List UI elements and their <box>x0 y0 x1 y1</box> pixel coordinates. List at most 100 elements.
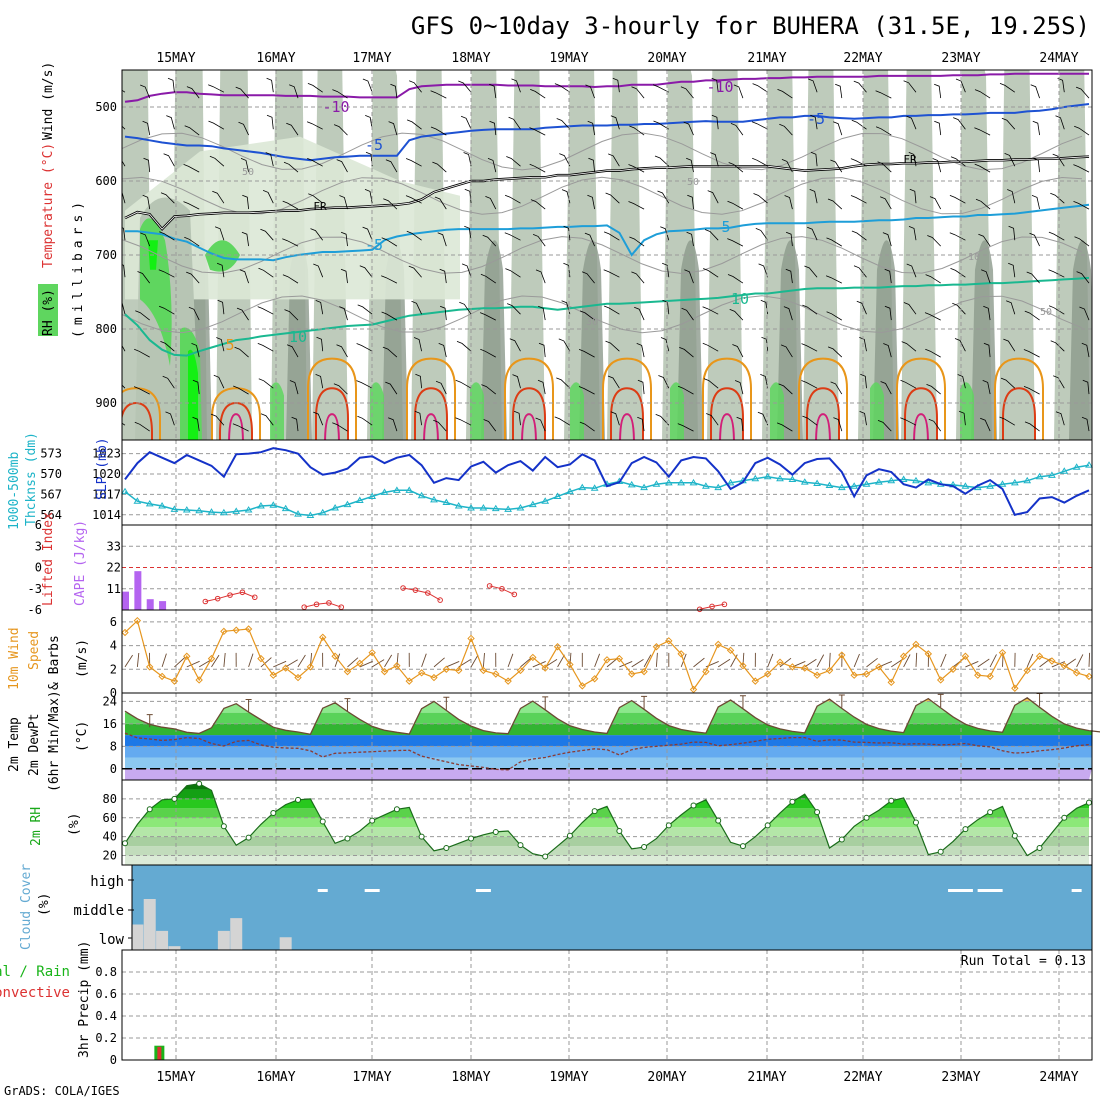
thickness-point <box>467 504 475 511</box>
wind-barb <box>167 77 175 93</box>
rh2m-panel: 20 40 60 80 <box>103 779 1093 866</box>
lifted-index-point <box>202 598 209 605</box>
wind10-point <box>912 640 920 649</box>
wind-barb <box>240 158 249 173</box>
wind-barb <box>142 194 151 210</box>
thickness-point <box>887 476 896 484</box>
wind-barb <box>165 411 175 426</box>
wind10-barb <box>977 658 990 668</box>
wind-barb <box>851 230 867 241</box>
wind10-point <box>838 651 846 659</box>
wind10-point <box>862 670 871 678</box>
temp-maxmin-whisker <box>641 695 648 709</box>
wind-barb <box>875 126 892 136</box>
wind-barb <box>579 310 595 321</box>
thickness-point <box>491 504 500 512</box>
cloud-middle-label: middle <box>73 903 124 919</box>
wind-barb <box>183 164 200 173</box>
y-tick-label: 570 <box>40 467 62 481</box>
y-tick-label: 6 <box>110 615 117 629</box>
panel-frame <box>121 439 1093 526</box>
thickness-point <box>380 488 389 495</box>
wind-barb <box>901 341 917 352</box>
isotherm-25 <box>815 413 831 440</box>
wind-barb <box>875 90 892 99</box>
wind10-point <box>1011 684 1019 692</box>
wind10-point <box>652 643 661 651</box>
wind-barb <box>257 306 274 315</box>
wind-barb <box>733 84 744 99</box>
wind-barb <box>877 420 892 432</box>
wind-barb <box>506 156 521 167</box>
wind-barb <box>213 374 225 389</box>
lifted-index-line <box>403 587 441 601</box>
wind-barb <box>1007 189 1016 204</box>
isotherm-10 <box>124 276 1090 357</box>
wind-barb <box>584 232 595 247</box>
cloud-high-speck <box>957 889 973 892</box>
wind-barb <box>605 340 620 352</box>
cloud-high-label: high <box>90 874 124 890</box>
wind-barb <box>162 375 175 389</box>
cape-lifted-panel: 11 22 33 6 3 0 -3 -6 <box>28 518 1093 617</box>
wind-barb <box>654 155 670 167</box>
wind-barb <box>652 84 669 93</box>
wind-barb <box>1023 386 1040 395</box>
lifted-index-point <box>696 606 703 613</box>
isotherm-25 <box>619 413 635 440</box>
wind10-point <box>343 667 352 676</box>
wind10-barb <box>223 652 226 667</box>
wind-barb <box>578 386 595 395</box>
thickness-point <box>368 492 377 499</box>
wind10-barb <box>643 654 652 668</box>
rh-column <box>607 70 643 440</box>
wind-barb <box>1001 117 1016 130</box>
thickness-point <box>924 478 933 486</box>
wind10-point <box>899 652 908 660</box>
wind-barb <box>830 159 843 173</box>
wind-barb <box>563 225 571 241</box>
cloud-high-speck <box>317 889 328 892</box>
wind-barb <box>306 121 323 130</box>
rh2m-point <box>270 810 277 817</box>
top-day-label: 23MAY <box>941 51 980 66</box>
wind10-point <box>516 666 525 675</box>
wind10-point <box>121 628 129 637</box>
wind-barb <box>408 265 422 278</box>
wind-barb <box>1081 342 1090 358</box>
wind-barb <box>315 300 324 315</box>
thickness-point <box>566 487 574 495</box>
temperature-label: Temperature (°C) <box>41 143 56 268</box>
wind-barb <box>191 343 200 358</box>
wind-barb <box>538 342 546 358</box>
wind-barb <box>236 307 249 321</box>
wind-barb <box>679 347 694 358</box>
rh2m-point <box>196 780 203 787</box>
rh2m-label: 2m RH <box>29 807 44 846</box>
thickness-point <box>430 495 438 503</box>
wind-barb <box>752 157 768 167</box>
cape-bar <box>122 591 129 610</box>
isotherm-15 <box>798 357 848 440</box>
wind-barb <box>489 83 497 99</box>
thickness-point <box>776 474 784 482</box>
wind-barb <box>554 83 571 93</box>
thickness-point <box>504 505 513 512</box>
wind10-barb <box>742 652 745 667</box>
rh2m-point <box>542 853 549 860</box>
thickness-point <box>1060 467 1069 474</box>
cape-bar <box>159 601 167 610</box>
temp-maxmin-whisker <box>245 698 252 713</box>
thickness-point <box>1048 471 1056 478</box>
wind-barb <box>362 226 373 241</box>
y-tick-label: 80 <box>103 792 117 806</box>
wind-barb <box>704 229 719 241</box>
wind-barb <box>925 348 941 358</box>
wind-barb <box>727 274 744 284</box>
isotherm-20 <box>904 387 938 440</box>
thickness-point <box>627 480 636 488</box>
cloud-label: Cloud Cover <box>19 864 34 950</box>
top-day-label: 24MAY <box>1039 51 1078 66</box>
thickness-point <box>393 486 401 493</box>
wind-barb <box>728 162 744 173</box>
